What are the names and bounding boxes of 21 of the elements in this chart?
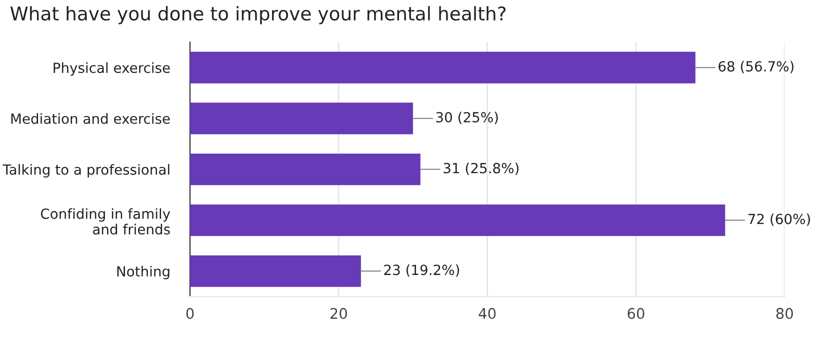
y-tick-label: Nothing [117, 266, 170, 280]
x-tick-label: 40 [478, 308, 496, 319]
y-tick-label: Mediation and exercise [11, 113, 170, 124]
data-label: 23 (19.2%) [384, 264, 460, 277]
chart-title: What have you done to improve your mental health? [10, 6, 506, 24]
y-tick-label: Physical exercise [54, 62, 170, 76]
bar [190, 154, 420, 186]
data-label: 68 (56.7%) [718, 60, 794, 74]
y-tick-label: Confiding in family and friends [40, 208, 170, 235]
data-label: 31 (25.8%) [444, 162, 518, 176]
x-tick-label: 60 [628, 308, 644, 319]
bar [190, 255, 361, 287]
x-tick-label: 0 [186, 308, 194, 319]
x-tick-label: 80 [776, 308, 793, 319]
bar [190, 204, 726, 236]
data-label: 30 (25%) [436, 112, 498, 124]
bar [190, 52, 696, 84]
y-tick-label: Talking to a professional [2, 164, 170, 178]
data-label: 72 (60%) [748, 214, 810, 226]
x-tick-label: 20 [330, 308, 347, 319]
bar [190, 102, 413, 134]
